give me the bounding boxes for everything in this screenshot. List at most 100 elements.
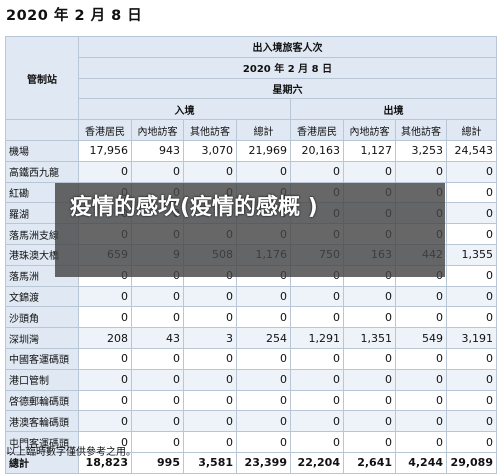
value-cell: 3,070	[183, 139, 237, 162]
value-cell: 0	[131, 368, 184, 391]
value-cell: 0	[395, 410, 447, 433]
sub-header-cell: 其他訪客	[395, 119, 447, 141]
value-cell: 0	[236, 389, 291, 412]
value-cell: 0	[236, 347, 291, 370]
value-cell: 0	[131, 389, 184, 412]
value-cell: 0	[343, 160, 396, 183]
value-cell: 0	[446, 264, 497, 287]
value-cell: 0	[343, 410, 396, 433]
value-cell: 0	[236, 368, 291, 391]
control-point-name: 中國客運碼頭	[5, 347, 79, 370]
value-cell: 0	[78, 285, 132, 308]
value-cell: 208	[78, 327, 132, 349]
sub-header-row: 香港居民 內地訪客 其他訪客 總計 香港居民 內地訪客 其他訪客 總計	[5, 119, 497, 141]
control-point-name: 文錦渡	[5, 285, 79, 308]
sub-header-cell: 內地訪客	[131, 119, 184, 141]
value-cell: 1,355	[446, 243, 497, 266]
table-row: 文錦渡 0 0 0 0 0 0 0 0	[5, 285, 497, 308]
value-cell: 1,351	[343, 327, 396, 349]
table-title: 出入境旅客人次	[78, 36, 497, 58]
value-cell: 0	[78, 306, 132, 329]
table-weekday: 星期六	[78, 77, 497, 100]
value-cell: 0	[446, 431, 497, 453]
value-cell: 0	[290, 431, 344, 453]
value-cell: 23,399	[236, 451, 291, 474]
value-cell: 3,581	[183, 451, 237, 474]
value-cell: 0	[78, 410, 132, 433]
value-cell: 0	[446, 202, 497, 225]
value-cell: 0	[78, 389, 132, 412]
value-cell: 0	[236, 431, 291, 453]
value-cell: 0	[290, 389, 344, 412]
table-row: 港澳客輪碼頭 0 0 0 0 0 0 0 0	[5, 410, 497, 433]
value-cell: 0	[395, 368, 447, 391]
value-cell: 549	[395, 327, 447, 349]
value-cell: 0	[395, 160, 447, 183]
value-cell: 0	[395, 285, 447, 308]
control-point-name: 沙頭角	[5, 306, 79, 329]
footnote: 以上臨時數字僅供參考之用。	[6, 447, 136, 458]
table-row: 高鐵西九龍 0 0 0 0 0 0 0 0	[5, 160, 497, 183]
control-point-name: 高鐵西九龍	[5, 160, 79, 183]
value-cell: 0	[446, 160, 497, 183]
value-cell: 0	[131, 410, 184, 433]
value-cell: 0	[446, 389, 497, 412]
value-cell: 0	[183, 368, 237, 391]
value-cell: 0	[236, 285, 291, 308]
value-cell: 0	[343, 431, 396, 453]
sub-header-cell: 其他訪客	[183, 119, 237, 141]
value-cell: 0	[446, 223, 497, 245]
value-cell: 0	[290, 368, 344, 391]
table-row: 港口管制 0 0 0 0 0 0 0 0	[5, 368, 497, 391]
table-row: 中國客運碼頭 0 0 0 0 0 0 0 0	[5, 347, 497, 370]
value-cell: 0	[131, 347, 184, 370]
value-cell: 0	[395, 431, 447, 453]
table-row: 沙頭角 0 0 0 0 0 0 0 0	[5, 306, 497, 329]
table-date: 2020 年 2 月 8 日	[78, 56, 497, 79]
value-cell: 0	[131, 306, 184, 329]
value-cell: 3,191	[446, 327, 497, 349]
sub-header-cell: 總計	[236, 119, 291, 141]
value-cell: 0	[446, 347, 497, 370]
value-cell: 0	[183, 285, 237, 308]
sub-header-cell: 香港居民	[78, 119, 132, 141]
page-date-heading: 2020 年 2 月 8 日	[6, 8, 143, 24]
value-cell: 0	[183, 160, 237, 183]
value-cell: 0	[131, 285, 184, 308]
value-cell: 4,244	[395, 451, 447, 474]
value-cell: 0	[131, 431, 184, 453]
value-cell: 0	[446, 410, 497, 433]
value-cell: 0	[446, 285, 497, 308]
control-point-name: 屯門客運碼頭	[5, 431, 79, 453]
value-cell: 0	[131, 160, 184, 183]
value-cell: 20,163	[290, 139, 344, 162]
value-cell: 995	[131, 451, 184, 474]
value-cell: 0	[446, 306, 497, 329]
value-cell: 24,543	[446, 139, 497, 162]
value-cell: 0	[183, 306, 237, 329]
value-cell: 0	[395, 347, 447, 370]
value-cell: 0	[290, 306, 344, 329]
value-cell: 0	[183, 389, 237, 412]
control-point-name: 機場	[5, 139, 79, 162]
value-cell: 29,089	[446, 451, 497, 474]
value-cell: 0	[290, 160, 344, 183]
value-cell: 1,127	[343, 139, 396, 162]
overlay-banner	[55, 183, 445, 277]
value-cell: 0	[395, 306, 447, 329]
sub-header-blank	[5, 119, 79, 141]
value-cell: 0	[395, 389, 447, 412]
value-cell: 0	[236, 306, 291, 329]
value-cell: 943	[131, 139, 184, 162]
control-point-name: 深圳灣	[5, 327, 79, 349]
value-cell: 0	[183, 347, 237, 370]
value-cell: 254	[236, 327, 291, 349]
value-cell: 2,641	[343, 451, 396, 474]
arrival-header: 入境	[78, 98, 291, 121]
value-cell: 0	[290, 347, 344, 370]
sub-header-cell: 總計	[446, 119, 497, 141]
value-cell: 3	[183, 327, 237, 349]
value-cell: 0	[343, 389, 396, 412]
value-cell: 0	[446, 181, 497, 204]
control-point-name: 港澳客輪碼頭	[5, 410, 79, 433]
